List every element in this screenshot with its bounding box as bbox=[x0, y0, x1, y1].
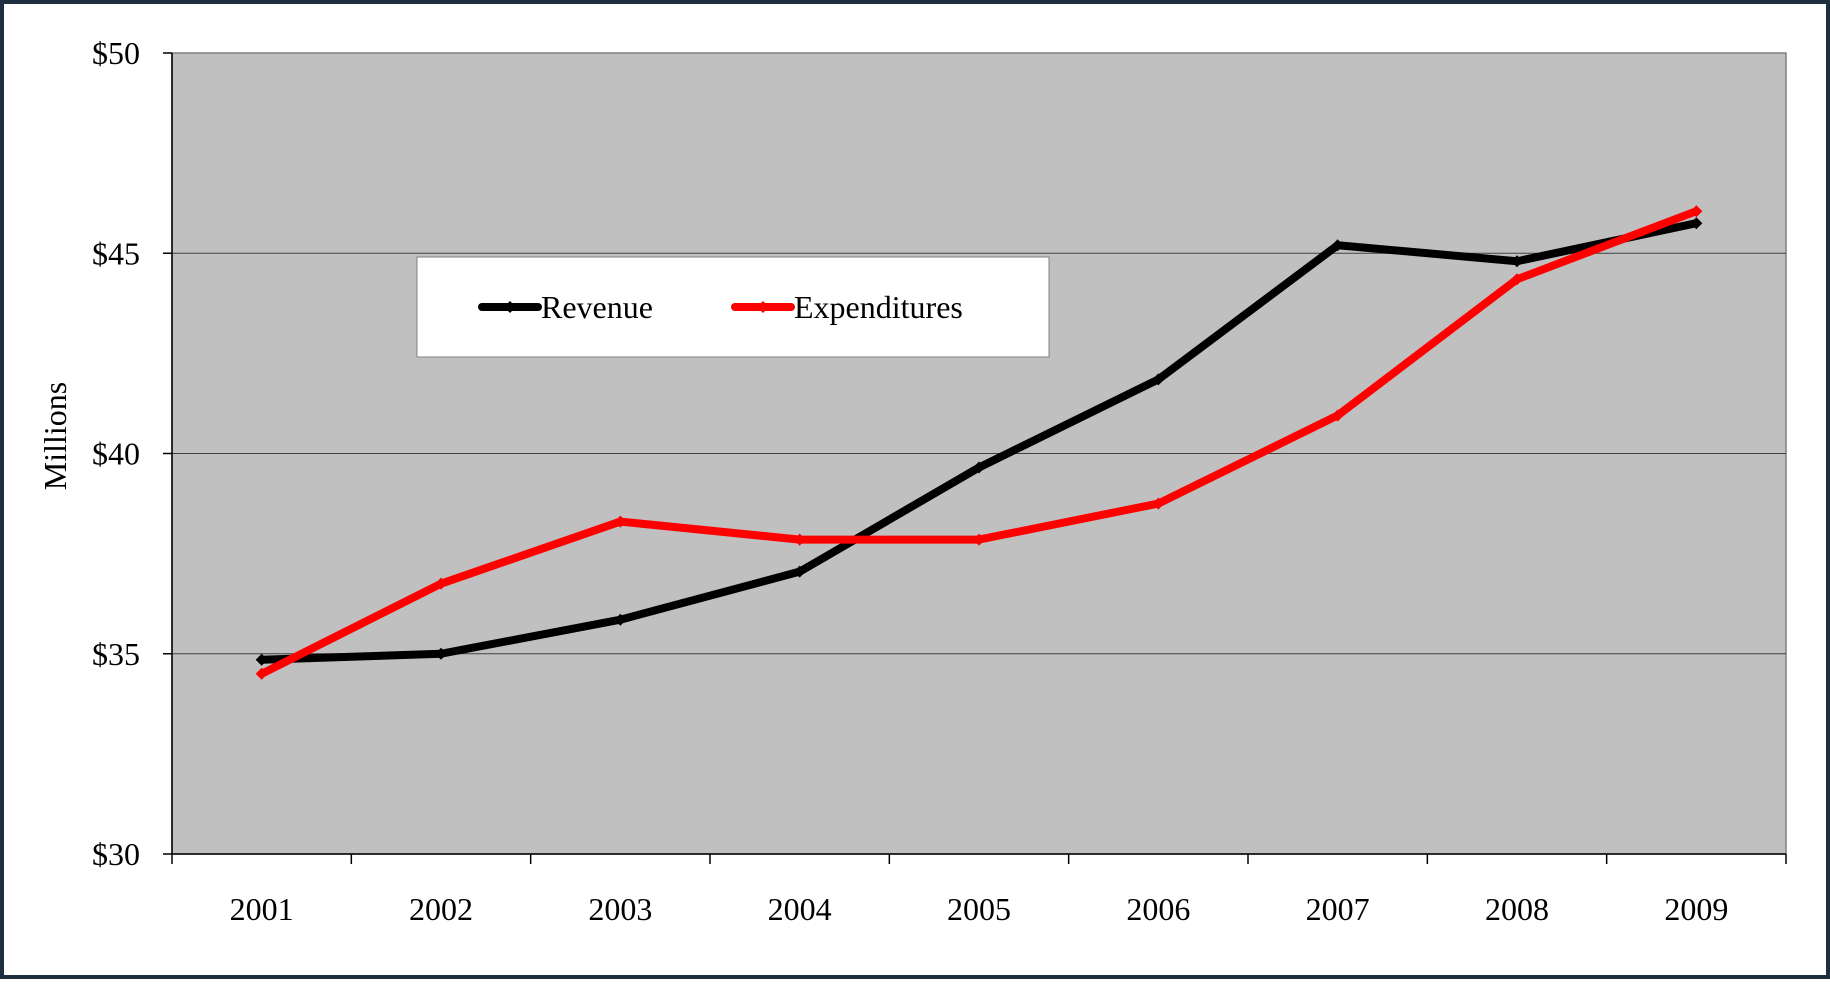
data-point-revenue bbox=[1690, 217, 1703, 230]
data-point-revenue bbox=[1152, 373, 1165, 386]
y-tick-label: $35 bbox=[92, 636, 140, 672]
data-point-revenue bbox=[1331, 239, 1344, 252]
y-tick-label: $40 bbox=[92, 436, 140, 472]
data-point-revenue bbox=[255, 653, 268, 666]
legend-marker-revenue bbox=[504, 301, 516, 313]
x-tick-label: 2007 bbox=[1306, 891, 1370, 927]
series-lines bbox=[255, 205, 1703, 680]
data-point-expenditures bbox=[973, 533, 985, 546]
data-point-expenditures bbox=[1690, 205, 1703, 218]
data-point-expenditures bbox=[1152, 497, 1165, 510]
legend-label-revenue: Revenue bbox=[541, 289, 653, 325]
data-point-revenue bbox=[1511, 255, 1523, 268]
data-point-revenue bbox=[973, 461, 985, 474]
data-point-expenditures bbox=[614, 515, 627, 528]
data-point-revenue bbox=[614, 613, 627, 626]
legend: Revenue Expenditures bbox=[416, 256, 1050, 358]
data-point-revenue bbox=[435, 647, 447, 660]
x-tick-label: 2005 bbox=[947, 891, 1011, 927]
x-tick-label: 2008 bbox=[1485, 891, 1549, 927]
y-axis-label: Millions bbox=[37, 382, 73, 490]
data-point-expenditures bbox=[435, 577, 447, 590]
data-point-expenditures bbox=[1331, 409, 1344, 422]
data-point-revenue bbox=[793, 565, 806, 578]
legend-marker-expenditures bbox=[757, 301, 769, 313]
x-tick-label: 2001 bbox=[230, 891, 294, 927]
legend-label-expenditures: Expenditures bbox=[794, 289, 963, 325]
x-tick-label: 2004 bbox=[768, 891, 832, 927]
data-point-expenditures bbox=[1511, 273, 1523, 286]
x-tick-label: 2003 bbox=[588, 891, 652, 927]
y-tick-label: $50 bbox=[92, 35, 140, 71]
x-tick-label: 2009 bbox=[1664, 891, 1728, 927]
x-tick-label: 2006 bbox=[1126, 891, 1190, 927]
x-tick-label: 2002 bbox=[409, 891, 473, 927]
data-point-expenditures bbox=[793, 533, 806, 546]
y-tick-label: $30 bbox=[92, 836, 140, 872]
data-point-expenditures bbox=[255, 667, 268, 680]
y-tick-label: $45 bbox=[92, 235, 140, 271]
axes: $30 $35 $40 $45 $50 2001 2002 2003 2004 2005 2006 2… bbox=[92, 35, 1787, 927]
